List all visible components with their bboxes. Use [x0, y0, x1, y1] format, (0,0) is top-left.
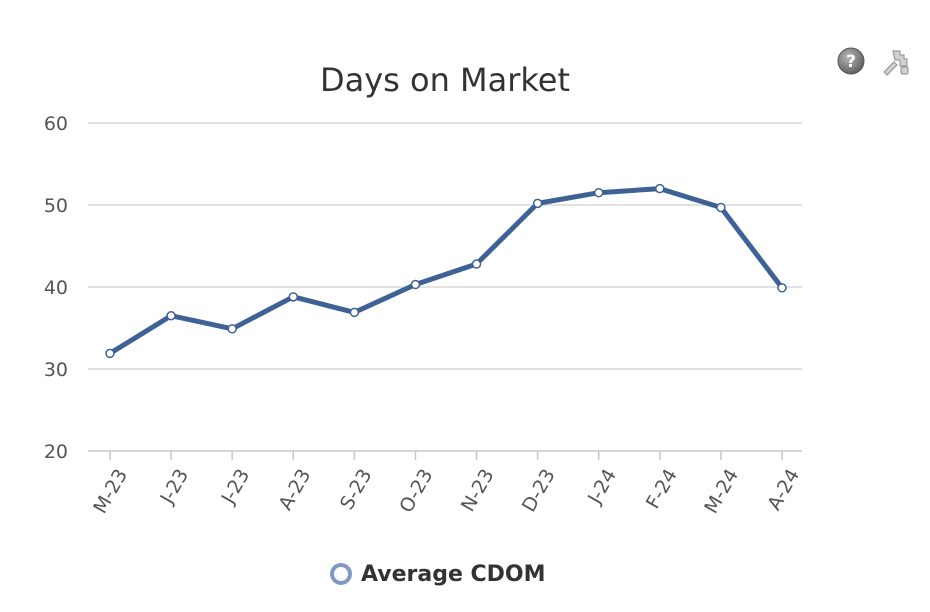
x-axis-ticks: M-23 J-23 J-23 A-23 S-23 O-23 N-23 D-23 J-24 F-24…	[89, 451, 804, 517]
data-point[interactable]	[227, 324, 237, 334]
data-point[interactable]	[105, 348, 115, 359]
data-point[interactable]	[532, 198, 543, 209]
x-tick-label: M-24	[700, 465, 743, 517]
x-tick-label: D-23	[518, 465, 560, 516]
legend-label: Average CDOM	[361, 561, 546, 587]
data-point[interactable]	[349, 307, 360, 318]
data-point[interactable]	[166, 310, 176, 321]
series-points	[105, 183, 787, 359]
x-tick-label: A-23	[275, 465, 316, 514]
y-tick-label: 30	[44, 359, 68, 381]
help-icon: ?	[837, 47, 865, 75]
x-tick-label: S-23	[336, 465, 377, 513]
x-tick-label: A-24	[763, 465, 804, 514]
y-tick-label: 60	[44, 113, 68, 135]
y-tick-label: 40	[44, 277, 68, 299]
settings-button[interactable]	[880, 46, 910, 76]
series-line-average-cdom	[107, 186, 785, 356]
data-point[interactable]	[471, 259, 482, 269]
data-point[interactable]	[593, 187, 604, 198]
x-tick-label: J-23	[217, 465, 255, 508]
grid-lines	[88, 122, 802, 370]
x-tick-label: F-24	[642, 465, 682, 512]
help-button[interactable]: ?	[836, 46, 866, 76]
y-tick-label: 20	[44, 441, 68, 463]
settings-icon	[883, 50, 909, 76]
data-point[interactable]	[655, 183, 665, 194]
legend-item-average-cdom[interactable]: Average CDOM	[330, 559, 546, 589]
y-axis-ticks: 20 30 40 50 60	[44, 113, 68, 463]
x-tick-label: J-24	[583, 465, 621, 508]
chart-title: Days on Market	[320, 61, 570, 99]
x-tick-label: O-23	[395, 465, 437, 516]
legend-marker	[330, 563, 352, 585]
y-tick-label: 50	[44, 195, 68, 217]
x-tick-label: N-23	[457, 465, 499, 515]
svg-text:?: ?	[846, 52, 856, 72]
data-point[interactable]	[716, 202, 726, 213]
x-tick-label: J-23	[156, 465, 194, 508]
x-tick-label: M-23	[89, 465, 132, 517]
data-point[interactable]	[777, 283, 787, 293]
data-point[interactable]	[410, 279, 421, 290]
data-point[interactable]	[288, 292, 299, 302]
